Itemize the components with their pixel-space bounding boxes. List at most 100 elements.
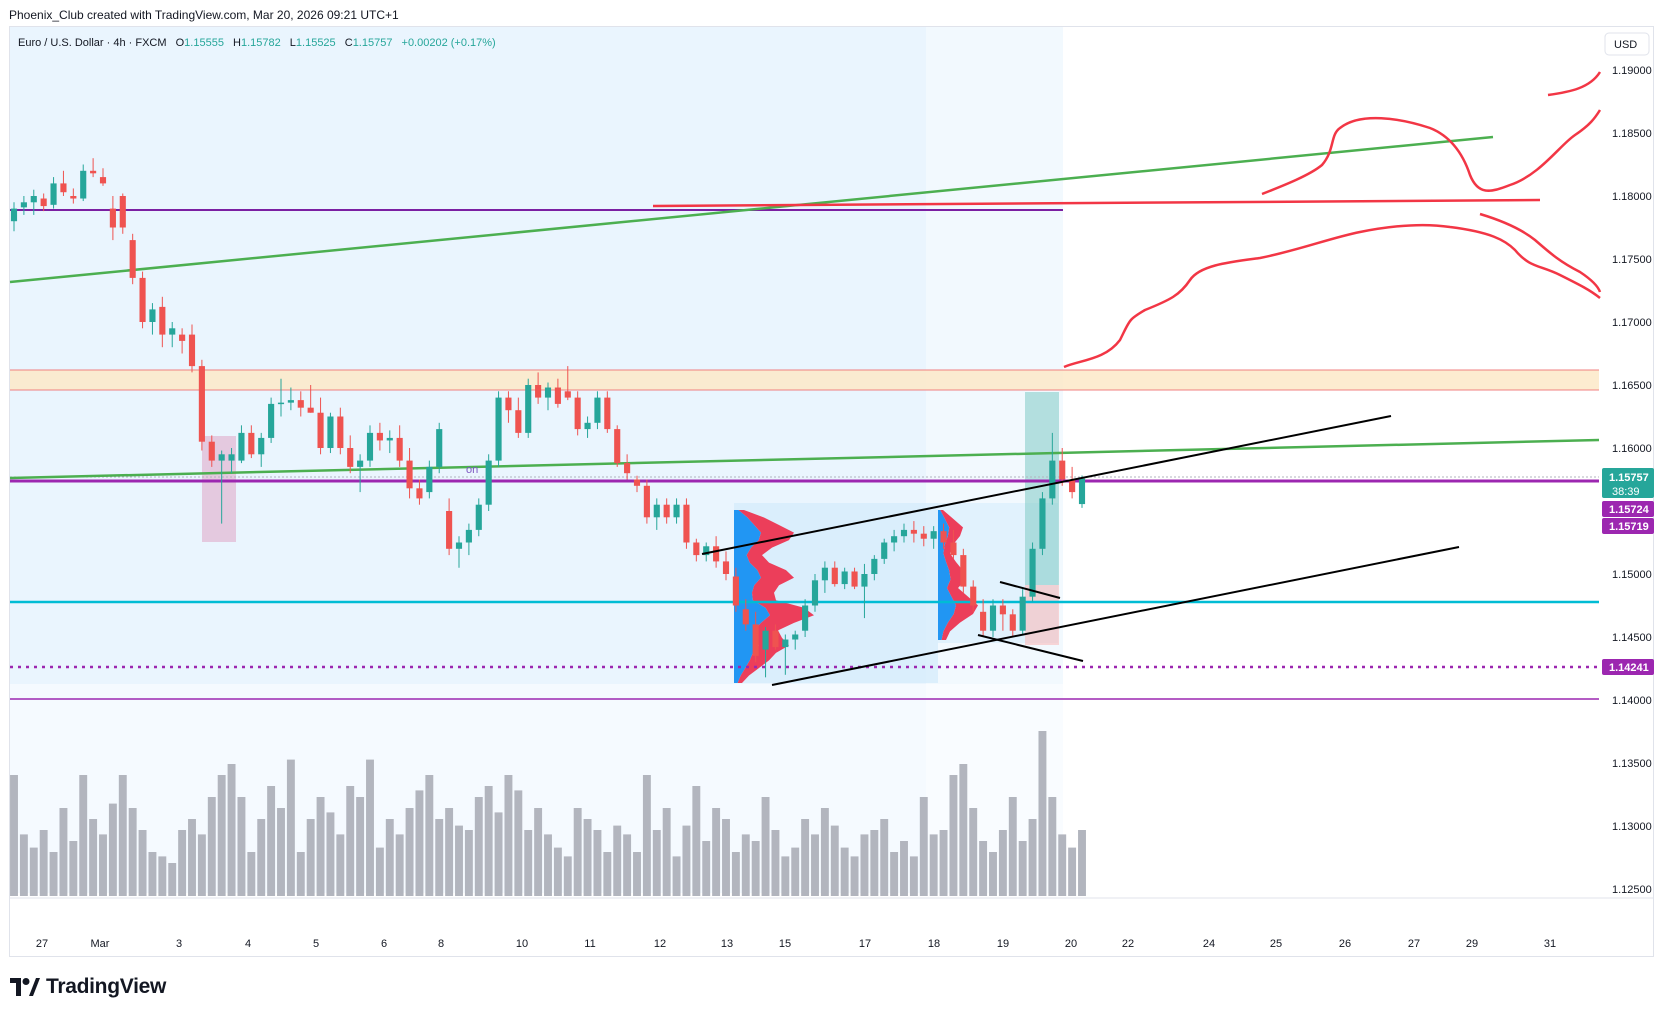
candle-body xyxy=(307,407,314,413)
volume-bar xyxy=(771,830,780,896)
time-axis-tick-5: 6 xyxy=(381,938,387,950)
time-axis-tick-17: 24 xyxy=(1203,938,1215,950)
candle-body xyxy=(238,432,245,461)
time-axis-tick-7: 10 xyxy=(516,938,528,950)
wedge-line-2[interactable] xyxy=(977,634,1084,662)
green-trendline-upper[interactable] xyxy=(9,135,1494,284)
candle-body xyxy=(129,240,136,278)
candle-body xyxy=(50,183,57,205)
volume-bar xyxy=(890,852,899,896)
candle-body xyxy=(594,397,601,423)
time-axis-tick-18: 25 xyxy=(1270,938,1282,950)
candle-body xyxy=(188,334,196,367)
candle-body xyxy=(198,366,205,442)
volume-bar xyxy=(296,852,305,896)
candle-body xyxy=(169,328,176,335)
time-axis-tick-15: 20 xyxy=(1065,938,1077,950)
price-axis-tick-4: 1.17000 xyxy=(1612,317,1652,329)
currency-button[interactable] xyxy=(1604,32,1650,56)
volume-bar xyxy=(712,808,721,896)
candle-body xyxy=(366,432,374,461)
volume-bar xyxy=(99,834,107,896)
brand-name: TradingView xyxy=(46,975,167,998)
candle-body xyxy=(60,183,67,193)
candle-body xyxy=(258,437,265,455)
candle-body xyxy=(228,454,235,461)
time-axis-tick-16: 22 xyxy=(1122,938,1134,950)
green-trendline-lower[interactable] xyxy=(9,438,1600,480)
candle-body xyxy=(10,208,18,222)
legend-line: Euro / U.S. Dollar · 4h · FXCM O1.15555 … xyxy=(18,37,496,49)
volume-bar xyxy=(623,834,632,896)
candle-body xyxy=(821,567,828,581)
candle-body xyxy=(248,432,255,455)
volume-bar xyxy=(929,834,938,896)
volume-bar xyxy=(811,834,819,896)
volume-bar xyxy=(316,797,325,896)
red-drawing-level[interactable] xyxy=(652,198,1541,208)
volume-bar xyxy=(1028,819,1037,896)
legend-l-value: 1.15525 xyxy=(296,37,336,49)
volume-bar xyxy=(366,759,374,896)
candle-body xyxy=(891,536,898,543)
candle-body xyxy=(436,429,443,467)
time-axis-tick-8: 11 xyxy=(584,938,595,950)
channel-upper-line[interactable] xyxy=(701,415,1392,555)
legend-symbol: Euro / U.S. Dollar · 4h · FXCM xyxy=(18,37,167,49)
candle-body xyxy=(426,466,433,493)
candle-body xyxy=(643,485,650,518)
red-drawing-path-upper[interactable] xyxy=(1261,109,1602,196)
red-drawing-path-side[interactable] xyxy=(1479,212,1602,293)
volume-bar xyxy=(267,786,276,896)
candle-body xyxy=(525,385,532,433)
candle-body xyxy=(455,542,463,549)
candle-body xyxy=(950,542,957,556)
candle-body xyxy=(1019,596,1026,631)
volume-bar xyxy=(10,775,18,896)
price-axis-tick-9: 1.14500 xyxy=(1612,632,1652,644)
candle-body xyxy=(564,391,571,398)
volume-bar xyxy=(959,764,968,896)
red-drawing-path-lower[interactable] xyxy=(1063,223,1601,369)
red-drawing-path-top[interactable] xyxy=(1547,71,1602,97)
time-axis-tick-10: 13 xyxy=(721,938,733,950)
candle-body xyxy=(633,479,641,486)
time-axis[interactable]: 27 Mar 3 4 5 6 8 10 11 12 13 15 17 18 19 20 22 24 25 26 27 29… xyxy=(36,938,1556,950)
time-axis-tick-22: 31 xyxy=(1544,938,1556,950)
volume-bar xyxy=(563,856,572,896)
candle-body xyxy=(277,402,285,405)
volume-bar xyxy=(455,825,463,896)
time-axis-tick-6: 8 xyxy=(438,938,444,950)
legend-o-label: O xyxy=(176,37,185,49)
volume-bar xyxy=(731,852,740,896)
volume-profile-sell xyxy=(940,510,978,640)
brand-logo[interactable]: TradingView xyxy=(10,975,166,999)
volume-bar xyxy=(850,856,859,896)
price-axis[interactable]: 1.19000 1.18500 1.18000 1.17500 1.17000 1.165… xyxy=(1612,65,1652,896)
volume-bar xyxy=(286,759,295,896)
candle-body xyxy=(386,437,393,441)
volume-bar xyxy=(504,775,513,896)
volume-bar xyxy=(909,856,918,896)
volume-bar xyxy=(69,841,78,896)
price-axis-tick-5: 1.16500 xyxy=(1612,380,1652,392)
time-axis-tick-11: 15 xyxy=(779,938,791,950)
volume-bar xyxy=(662,808,671,896)
candle-body xyxy=(475,504,482,530)
candle-body xyxy=(940,531,947,543)
candle-body xyxy=(406,460,413,489)
volume-bar xyxy=(217,775,226,896)
candle-body xyxy=(1059,460,1066,480)
volume-bar xyxy=(613,825,622,896)
volume-bar xyxy=(722,819,730,896)
wedge-line-1[interactable] xyxy=(999,581,1061,599)
candle-body xyxy=(80,170,87,199)
volume-bar xyxy=(949,775,958,896)
price-tag-2-value: 1.15719 xyxy=(1609,521,1649,533)
candle-body xyxy=(505,397,512,411)
resistance-zone xyxy=(10,370,1599,390)
candle-body xyxy=(811,580,819,606)
channel-lower-line[interactable] xyxy=(771,546,1460,686)
price-tag-1-value: 1.15724 xyxy=(1609,504,1650,516)
